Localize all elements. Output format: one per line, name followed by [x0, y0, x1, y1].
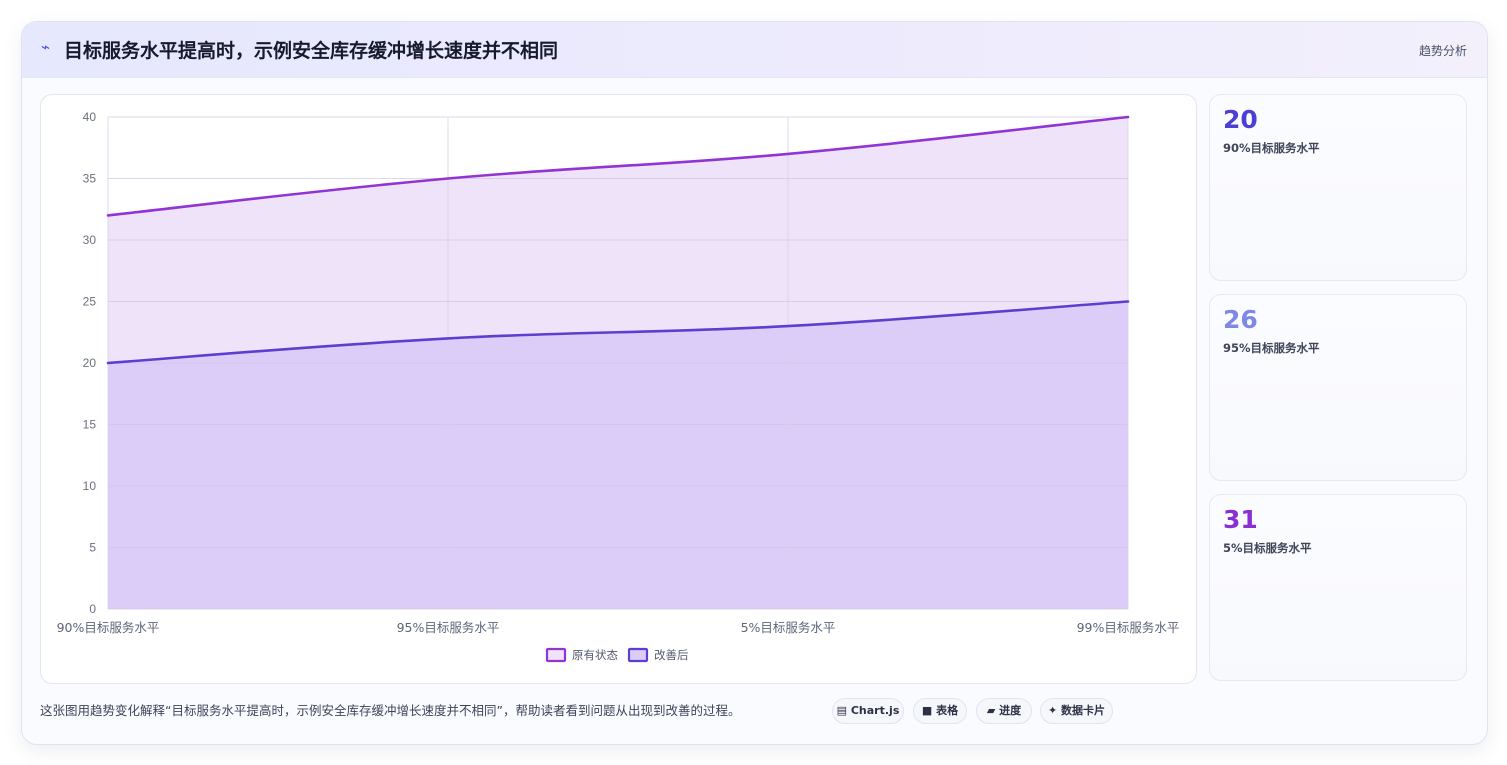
stat-label: 90%目标服务水平 — [1223, 141, 1320, 155]
chart-caption: 这张图用趋势变化解释“目标服务水平提高时，示例安全库存缓冲增长速度并不相同”，帮… — [40, 703, 741, 718]
stat-value: 26 — [1223, 305, 1258, 334]
series-line-1 — [106, 115, 1130, 217]
legend-swatch — [627, 647, 649, 663]
pill-table[interactable]: ■ 表格 — [913, 698, 967, 724]
page-title: 目标服务水平提高时，示例安全库存缓冲增长速度并不相同 — [64, 40, 559, 62]
stat-value: 20 — [1223, 105, 1258, 134]
legend-label: 原有状态 — [572, 648, 618, 662]
y-tick-label: 0 — [89, 602, 96, 616]
pill-chartjs[interactable]: ▤ Chart.js — [832, 698, 904, 724]
x-tick-label: 95%目标服务水平 — [397, 620, 500, 635]
table-icon: ■ — [921, 704, 933, 717]
x-tick-label: 90%目标服务水平 — [57, 620, 160, 635]
area-chart: 0 5 10 15 20 25 30 35 40 90%目标服务水平 95%目标服务水平 5%目标服务… — [57, 110, 1180, 663]
pill-label: 表格 — [936, 704, 959, 717]
legend-swatch — [545, 647, 567, 663]
stat-label: 5%目标服务水平 — [1223, 541, 1312, 555]
chart-panel: 0 5 10 15 20 25 30 35 40 90%目标服务水平 95%目标服务水平 5%目标服务… — [40, 94, 1197, 684]
series-area-2 — [108, 301, 1128, 609]
y-tick-label: 30 — [83, 233, 97, 247]
chart-icon: ▤ — [836, 704, 848, 717]
y-tick-label: 15 — [83, 418, 97, 432]
x-tick-label: 99%目标服务水平 — [1077, 620, 1180, 635]
y-tick-label: 20 — [83, 356, 97, 370]
stat-card-3: 31 5%目标服务水平 — [1209, 494, 1467, 681]
series-line-2 — [106, 300, 1130, 365]
stat-label: 95%目标服务水平 — [1223, 341, 1320, 355]
data-card-icon: ✦ — [1047, 704, 1058, 717]
stat-card-1: 20 90%目标服务水平 — [1209, 94, 1467, 281]
stat-card-2: 26 95%目标服务水平 — [1209, 294, 1467, 481]
y-tick-label: 25 — [83, 295, 97, 309]
pill-label: Chart.js — [850, 704, 900, 717]
x-tick-label: 5%目标服务水平 — [741, 620, 836, 635]
y-tick-label: 5 — [89, 541, 96, 555]
legend-label: 改善后 — [654, 648, 689, 662]
pill-label: 数据卡片 — [1061, 704, 1106, 717]
trend-line-icon: ⌁ — [41, 38, 51, 56]
pill-label: 进度 — [999, 704, 1022, 717]
pill-data-card[interactable]: ✦ 数据卡片 — [1040, 698, 1113, 724]
card-header: ⌁ 目标服务水平提高时，示例安全库存缓冲增长速度并不相同 趋势分析 — [22, 22, 1487, 78]
chart-card: ⌁ 目标服务水平提高时，示例安全库存缓冲增长速度并不相同 趋势分析 0 5 10 15… — [21, 21, 1488, 745]
analysis-type-tag: 趋势分析 — [1418, 44, 1467, 58]
pill-progress[interactable]: ▰ 进度 — [976, 698, 1032, 724]
stat-value: 31 — [1223, 505, 1258, 534]
progress-icon: ▰ — [986, 704, 996, 717]
y-tick-label: 35 — [83, 172, 97, 186]
y-tick-label: 40 — [83, 110, 97, 124]
y-tick-label: 10 — [83, 479, 97, 493]
